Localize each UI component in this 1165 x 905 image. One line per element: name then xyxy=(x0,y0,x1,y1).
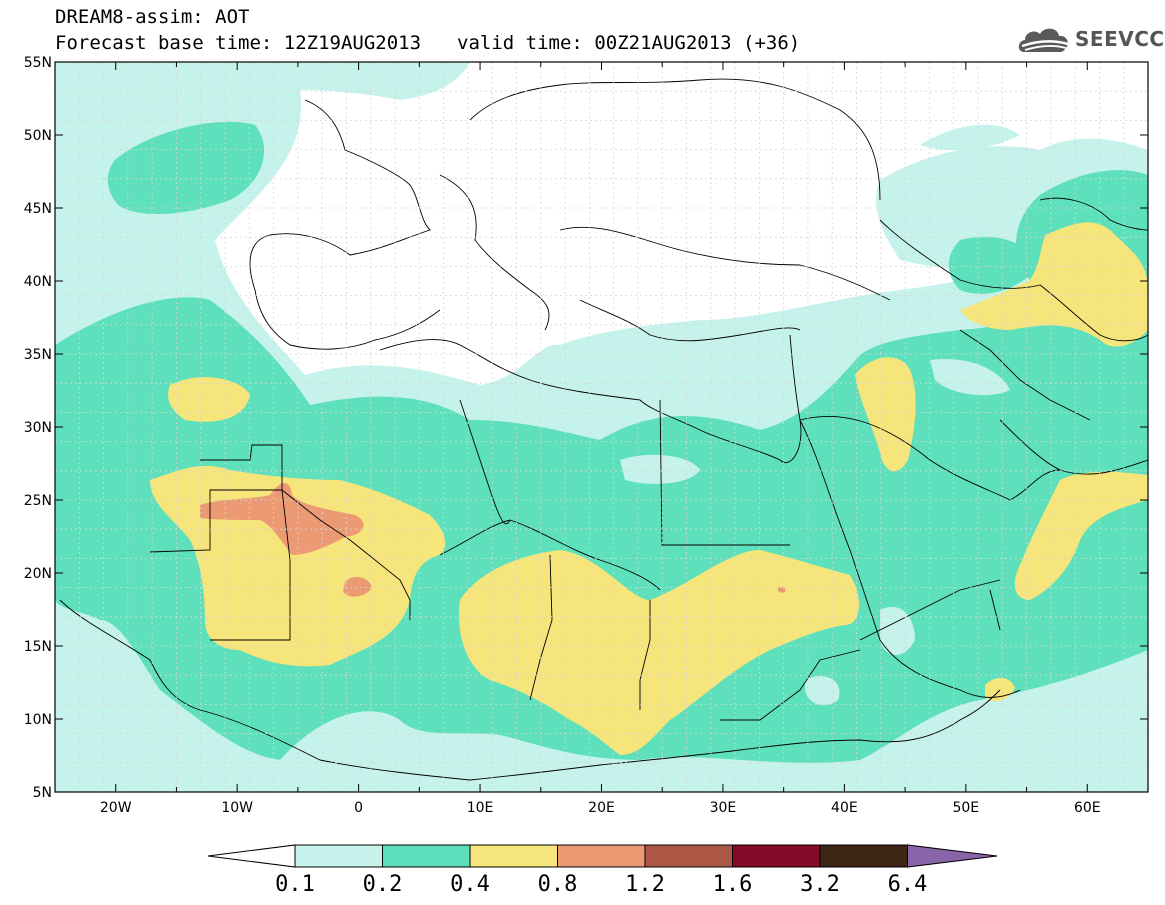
colorbar-label: 1.2 xyxy=(625,872,665,897)
valid-time: valid time: 00Z21AUG2013 (+36) xyxy=(457,32,801,54)
aot-band-0.8 xyxy=(200,482,786,597)
aot-fields xyxy=(55,62,1148,792)
lon-label: 0 xyxy=(354,800,363,816)
lon-label: 60E xyxy=(1074,800,1101,816)
colorbar-box xyxy=(732,844,821,868)
colorbar-label: 6.4 xyxy=(887,872,928,897)
colorbar-label: 0.4 xyxy=(450,872,490,897)
colorbar-label: 0.2 xyxy=(362,872,403,897)
cloud-icon xyxy=(1018,28,1069,52)
lat-label: 30N xyxy=(24,420,52,436)
aot-band-0.1-intrusions xyxy=(533,353,1010,706)
base-time: Forecast base time: 12Z19AUG2013 xyxy=(55,32,422,54)
colorbar-label: 0.8 xyxy=(537,872,578,897)
seevccc-logo: SEEVCCC xyxy=(1016,22,1165,58)
lat-label: 20N xyxy=(24,566,52,582)
colorbar-label: 3.2 xyxy=(800,872,840,897)
lon-label: 30E xyxy=(710,800,737,816)
lat-label: 55N xyxy=(24,55,52,71)
plot-frame xyxy=(54,61,1149,793)
latitude-labels: 5N 10N 15N 20N 25N 30N 35N 40N 45N 50N 55N xyxy=(24,55,52,801)
forecast-times: Forecast base time: 12Z19AUG2013 valid ti… xyxy=(55,32,800,54)
colorbar-box xyxy=(294,844,383,868)
lat-label: 35N xyxy=(24,347,52,363)
model-title: DREAM8-assim: AOT xyxy=(55,6,250,28)
aot-colorbar xyxy=(207,844,998,868)
lat-label: 50N xyxy=(24,128,52,144)
lat-label: 40N xyxy=(24,274,52,290)
colorbar-box xyxy=(469,844,558,868)
lon-label: 40E xyxy=(831,800,858,816)
lat-label: 5N xyxy=(33,785,52,801)
colorbar-box xyxy=(644,844,733,868)
colorbar-max-arrow xyxy=(907,844,998,868)
coastlines-and-borders xyxy=(59,78,1148,781)
lon-label: 20E xyxy=(588,800,615,816)
lat-label: 45N xyxy=(24,201,52,217)
colorbar-label: 1.6 xyxy=(712,872,753,897)
lon-label: 20W xyxy=(100,800,132,816)
colorbar-box xyxy=(819,844,908,868)
longitude-labels: 20W 10W 0 10E 20E 30E 40E 50E 60E xyxy=(100,800,1101,816)
colorbar-label: 0.1 xyxy=(275,872,315,897)
lat-lon-grid xyxy=(54,61,1149,793)
logo-text: SEEVCCC xyxy=(1075,27,1165,51)
lon-label: 10E xyxy=(467,800,494,816)
colorbar-min-arrow xyxy=(207,844,296,868)
lat-label: 25N xyxy=(24,493,52,509)
colorbar-box xyxy=(382,844,471,868)
lon-label: 50E xyxy=(952,800,979,816)
lat-label: 10N xyxy=(24,712,52,728)
colorbar-box xyxy=(557,844,646,868)
lon-label: 10W xyxy=(221,800,253,816)
lat-label: 15N xyxy=(24,639,52,655)
